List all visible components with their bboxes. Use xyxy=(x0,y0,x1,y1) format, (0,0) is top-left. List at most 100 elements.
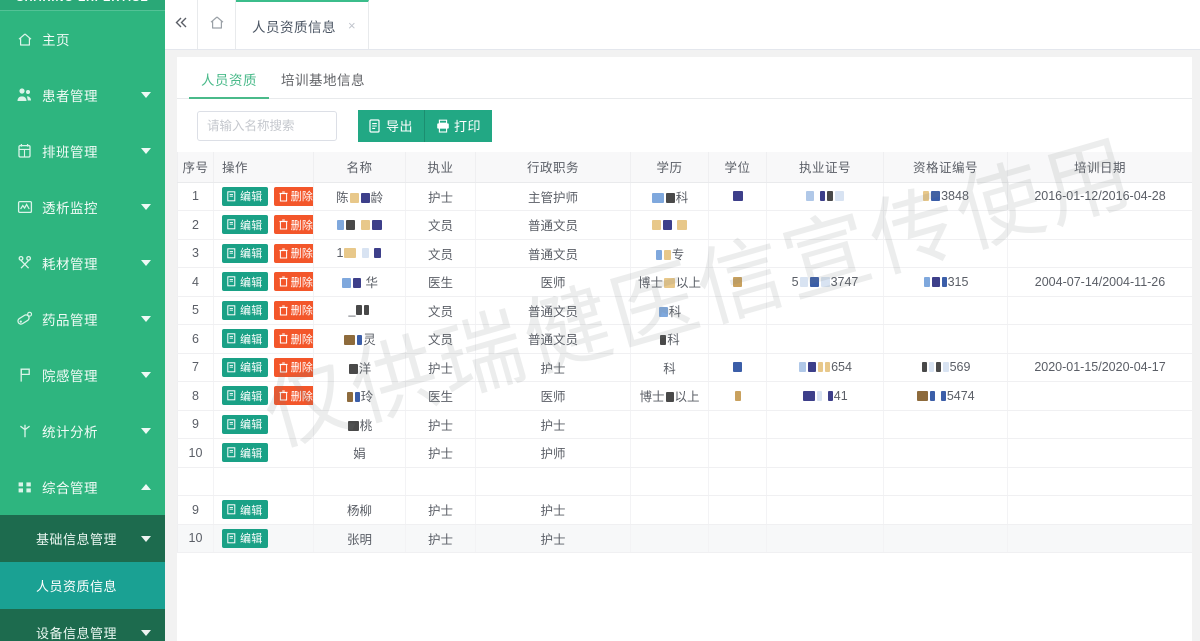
sidebar-item-3[interactable]: 透析监控 xyxy=(0,179,165,235)
table-row[interactable]: 8 编辑 删除玲医生 医师 博士 以上 41 5474 xyxy=(177,381,1192,411)
cell-post: 护师 xyxy=(475,438,631,468)
cell-edu: 科 xyxy=(630,182,709,211)
sidebar-subitem-1[interactable]: 人员资质信息 xyxy=(0,562,165,609)
delete-button[interactable]: 删除 xyxy=(273,386,313,406)
edit-button[interactable]: 编辑 xyxy=(222,414,268,434)
table-row[interactable]: 4 编辑 删除 华医生 医师 博士 以上 5 3747 315 2004-07-14/2004-1… xyxy=(177,267,1192,297)
edit-label: 编辑 xyxy=(240,419,263,432)
inner-tab-0[interactable]: 人员资质 xyxy=(189,69,269,99)
cell-name: 华 xyxy=(313,267,406,297)
edit-label: 编辑 xyxy=(240,533,263,546)
cell-cert: 5474 xyxy=(883,381,1008,411)
cell-name: 杨柳 xyxy=(313,495,406,525)
chevron-down-icon[interactable] xyxy=(141,372,151,378)
cell-deg xyxy=(708,438,767,468)
home-outline-icon xyxy=(209,15,225,35)
table-row[interactable]: 9 编辑桃护士 护士 xyxy=(177,410,1192,439)
chevron-down-icon[interactable] xyxy=(141,316,151,322)
cell-cert xyxy=(883,210,1008,240)
cell-date: 2020-01-15/2020-04-17 xyxy=(1007,353,1192,382)
sidebar-item-label: 统计分析 xyxy=(42,425,98,440)
chevron-down-icon[interactable] xyxy=(141,148,151,154)
cell-post: 护士 xyxy=(475,410,631,439)
edit-button[interactable]: 编辑 xyxy=(222,443,268,463)
cell-index: 10 xyxy=(177,524,214,553)
chevron-down-icon[interactable] xyxy=(141,92,151,98)
home-tab-button[interactable] xyxy=(198,0,236,49)
chevron-down-icon[interactable] xyxy=(141,260,151,266)
sidebar-item-label: 患者管理 xyxy=(42,89,98,104)
table-row[interactable]: 9 编辑 杨柳 护士 护士 xyxy=(177,495,1192,525)
spacer-cell xyxy=(883,467,1008,496)
sidebar-subitem-2[interactable]: 设备信息管理 xyxy=(0,609,165,641)
table-row[interactable]: 6 编辑 删除灵文员 普通文员科 xyxy=(177,324,1192,354)
delete-button[interactable]: 删除 xyxy=(273,186,313,206)
toolbar: 导出 打印 xyxy=(177,99,1192,152)
export-button[interactable]: 导出 xyxy=(358,109,425,142)
sidebar-divider xyxy=(0,10,165,11)
table-row[interactable]: 3 编辑 删除 1 文员 普通文员专 xyxy=(177,239,1192,268)
sidebar-item-4[interactable]: 耗材管理 xyxy=(0,235,165,291)
spacer-cell xyxy=(630,467,709,496)
sidebar-subitem-0[interactable]: 基础信息管理 xyxy=(0,515,165,562)
sidebar-subitem-label: 设备信息管理 xyxy=(36,626,118,641)
chevron-down-icon[interactable] xyxy=(141,629,151,636)
sidebar-item-1[interactable]: 患者管理 xyxy=(0,67,165,123)
chevron-up-icon[interactable] xyxy=(141,484,151,490)
search-input[interactable] xyxy=(197,110,337,141)
edit-icon xyxy=(227,333,237,344)
cell-prac: 文员 xyxy=(405,296,476,325)
table-row[interactable]: 1 编辑 删除陈龄护士 主管护师科 3848 2016-01-12/2016-04-28 xyxy=(177,182,1192,211)
cell-edu xyxy=(630,438,709,468)
edit-button[interactable]: 编辑 xyxy=(222,272,268,292)
inner-tab-1[interactable]: 培训基地信息 xyxy=(281,73,365,88)
sidebar-item-2[interactable]: 排班管理 xyxy=(0,123,165,179)
delete-button[interactable]: 删除 xyxy=(273,357,313,377)
sidebar-item-0[interactable]: 主页 xyxy=(0,11,165,67)
table-row[interactable]: 10 编辑 娟护士 护师 xyxy=(177,438,1192,468)
cell-lic: 41 xyxy=(766,381,884,411)
edit-icon xyxy=(227,447,237,458)
cell-actions: 编辑 xyxy=(213,524,314,553)
edit-button[interactable]: 编辑 xyxy=(222,243,268,263)
chevron-down-icon[interactable] xyxy=(141,535,151,542)
cell-edu: 博士 以上 xyxy=(630,381,709,411)
delete-button[interactable]: 删除 xyxy=(273,329,313,349)
delete-button[interactable]: 删除 xyxy=(273,300,313,320)
chevron-down-icon[interactable] xyxy=(141,204,151,210)
edit-button[interactable]: 编辑 xyxy=(222,186,268,206)
page-tab-personnel-qualification[interactable]: 人员资质信息 × xyxy=(236,0,370,49)
edit-button[interactable]: 编辑 xyxy=(222,500,268,520)
table-row[interactable]: 2 编辑 删除 文员 普通文员 xyxy=(177,210,1192,240)
edit-button[interactable]: 编辑 xyxy=(222,357,268,377)
collapse-sidebar-button[interactable] xyxy=(165,0,198,49)
edit-button[interactable]: 编辑 xyxy=(222,300,268,320)
sidebar-item-7[interactable]: 统计分析 xyxy=(0,403,165,459)
sidebar-item-5[interactable]: 药品管理 xyxy=(0,291,165,347)
sidebar-item-label: 院感管理 xyxy=(42,369,98,384)
cell-post: 主管护师 xyxy=(475,182,631,211)
delete-button[interactable]: 删除 xyxy=(273,243,313,263)
edit-button[interactable]: 编辑 xyxy=(222,329,268,349)
close-icon[interactable]: × xyxy=(348,18,357,33)
edit-button[interactable]: 编辑 xyxy=(222,386,268,406)
table-row[interactable]: 10 编辑 张明 护士 护士 xyxy=(177,524,1192,553)
cell-edu: 博士 以上 xyxy=(630,267,709,297)
edit-label: 编辑 xyxy=(240,390,263,403)
delete-button[interactable]: 删除 xyxy=(273,215,313,235)
table-header-row: 序号 操作 名称 执业 行政职务 学历 学位 执业证号 资格证编号 培训日期 xyxy=(177,152,1192,183)
delete-button[interactable]: 删除 xyxy=(273,272,313,292)
sidebar-subnav: 基础信息管理 人员资质信息设备信息管理 xyxy=(0,515,165,641)
edit-button[interactable]: 编辑 xyxy=(222,528,268,548)
print-button[interactable]: 打印 xyxy=(424,109,493,142)
cell-edu xyxy=(630,410,709,439)
cell-edu: 科 xyxy=(630,353,709,382)
sidebar-item-8[interactable]: 综合管理 xyxy=(0,459,165,515)
chevron-down-icon[interactable] xyxy=(141,428,151,434)
table-header-name: 名称 xyxy=(313,152,406,183)
cell-deg xyxy=(708,296,767,325)
edit-button[interactable]: 编辑 xyxy=(222,215,268,235)
table-row[interactable]: 7 编辑 删除洋护士 护士科 654 569 2020-01-15/2020-04-17 xyxy=(177,353,1192,382)
table-row[interactable]: 5 编辑 删除 _ 文员 普通文员科 xyxy=(177,296,1192,325)
sidebar-item-6[interactable]: 院感管理 xyxy=(0,347,165,403)
